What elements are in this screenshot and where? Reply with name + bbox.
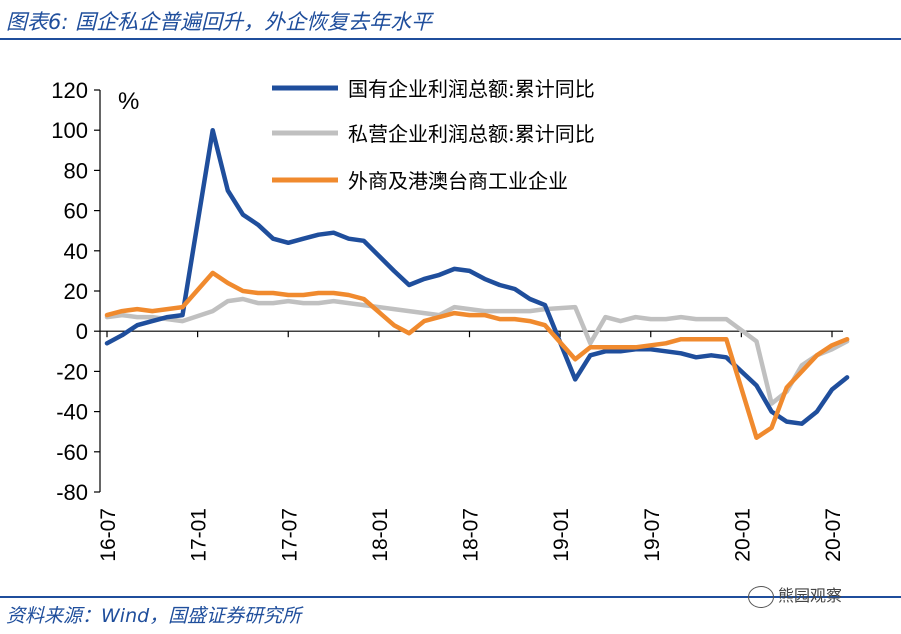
y-unit-label: % — [118, 88, 139, 115]
y-tick-label: 120 — [51, 78, 88, 103]
y-tick-label: 0 — [76, 319, 88, 344]
x-tick-label: 18-07 — [460, 508, 483, 562]
y-axis: 120 100 80 60 40 20 0 -20 -40 -60 -80 — [51, 78, 101, 505]
x-tick-label: 17-01 — [188, 508, 211, 562]
source-divider — [0, 596, 901, 598]
x-tick-label: 20-07 — [822, 508, 845, 562]
watermark-text: 熊园观察 — [778, 586, 843, 605]
legend-label-0: 国有企业利润总额:累计同比 — [348, 77, 595, 101]
x-tick-label: 19-01 — [550, 508, 573, 562]
x-tick-label: 18-01 — [369, 508, 392, 562]
x-tick-label: 19-07 — [641, 508, 664, 562]
y-tick-label: 40 — [64, 239, 88, 264]
y-tick-label: 80 — [64, 158, 88, 183]
x-axis: 16-07 17-01 17-07 18-01 18-07 19-01 19-07 20-01… — [97, 330, 845, 562]
series-line-1 — [104, 296, 850, 406]
x-tick-label: 16-07 — [97, 508, 120, 562]
y-tick-label: 100 — [51, 118, 88, 143]
series-line-2 — [104, 270, 850, 440]
y-tick-label: 60 — [64, 199, 88, 224]
legend-label-1: 私营企业利润总额:累计同比 — [348, 122, 595, 146]
series-line-0 — [104, 127, 850, 426]
wechat-icon — [748, 585, 774, 608]
title-divider — [0, 38, 901, 40]
y-tick-label: -20 — [56, 359, 88, 384]
y-tick-label: -80 — [56, 480, 88, 505]
x-tick-label: 20-01 — [731, 508, 754, 562]
series-lines — [104, 127, 850, 440]
x-tick-label: 17-07 — [278, 508, 301, 562]
y-tick-label: 20 — [64, 279, 88, 304]
chart-title: 图表6: 国企私企普遍回升，外企恢复去年水平 — [6, 10, 433, 34]
y-tick-label: -40 — [56, 400, 88, 425]
watermark: 熊园观察 — [748, 582, 842, 608]
source-note: 资料来源：Wind，国盛证券研究所 — [6, 605, 302, 627]
legend-label-2: 外商及港澳台商工业企业 — [348, 169, 568, 193]
y-tick-label: -60 — [56, 440, 88, 465]
